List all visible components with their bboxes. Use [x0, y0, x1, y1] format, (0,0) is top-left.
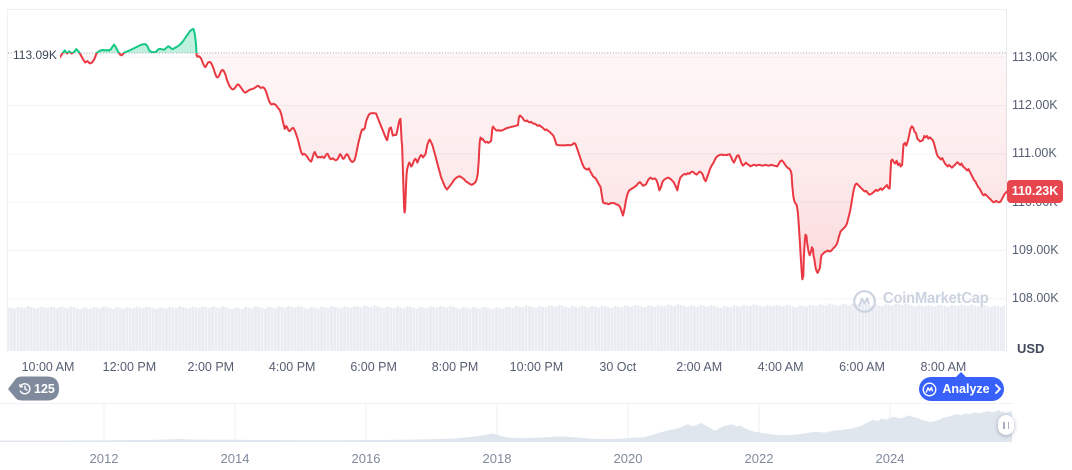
svg-text:125: 125 [34, 382, 55, 396]
